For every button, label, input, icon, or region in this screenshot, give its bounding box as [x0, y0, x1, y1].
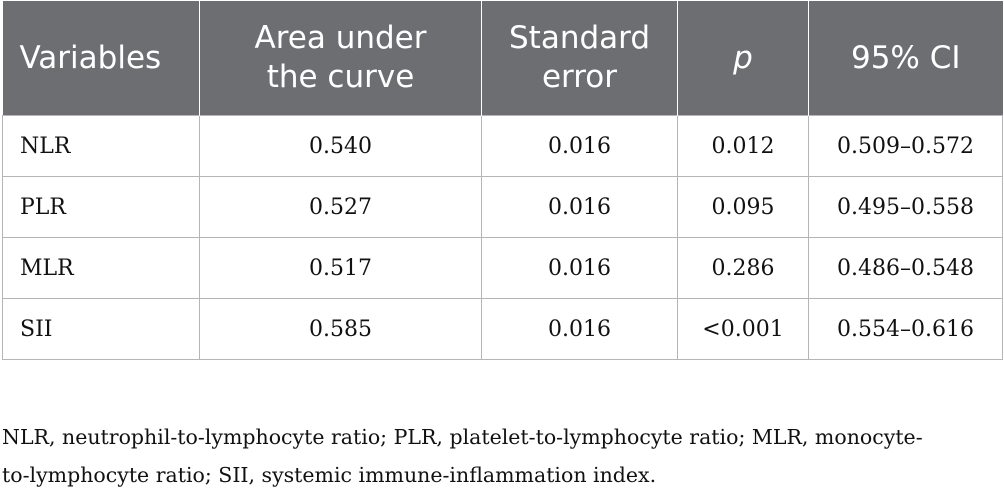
header-variables: Variables: [2, 1, 200, 116]
roc-results-table: Variables Area under the curve Standard …: [2, 1, 1003, 360]
cell-variable: MLR: [2, 237, 200, 299]
cell-auc: 0.585: [199, 298, 482, 360]
header-p: p: [677, 1, 809, 116]
header-row: Variables Area under the curve Standard …: [2, 1, 1003, 116]
footnote-line2: to-lymphocyte ratio; SII, systemic immun…: [2, 463, 657, 487]
cell-se: 0.016: [481, 176, 678, 238]
header-ci: 95% CI: [808, 1, 1003, 116]
table-header: Variables Area under the curve Standard …: [2, 1, 1003, 116]
table-row: MLR 0.517 0.016 0.286 0.486–0.548: [2, 237, 1003, 299]
header-p-text: p: [733, 39, 753, 76]
cell-auc: 0.527: [199, 176, 482, 238]
cell-p: <0.001: [677, 298, 809, 360]
cell-p: 0.012: [677, 115, 809, 177]
cell-auc: 0.517: [199, 237, 482, 299]
header-auc: Area under the curve: [199, 1, 482, 116]
cell-variable: PLR: [2, 176, 200, 238]
cell-p: 0.286: [677, 237, 809, 299]
header-auc-line2: the curve: [266, 59, 415, 95]
header-se-line2: error: [541, 59, 618, 95]
table-row: SII 0.585 0.016 <0.001 0.554–0.616: [2, 298, 1003, 360]
header-se-line1: Standard: [508, 20, 651, 56]
cell-ci: 0.554–0.616: [808, 298, 1003, 360]
header-variables-text: Variables: [19, 39, 162, 76]
cell-se: 0.016: [481, 237, 678, 299]
cell-variable: SII: [2, 298, 200, 360]
cell-ci: 0.495–0.558: [808, 176, 1003, 238]
header-standard-error: Standard error: [481, 1, 678, 116]
table-row: NLR 0.540 0.016 0.012 0.509–0.572: [2, 115, 1003, 177]
cell-p: 0.095: [677, 176, 809, 238]
cell-ci: 0.509–0.572: [808, 115, 1003, 177]
footnote-line1: NLR, neutrophil-to-lymphocyte ratio; PLR…: [2, 425, 923, 449]
cell-se: 0.016: [481, 298, 678, 360]
table-footnote: NLR, neutrophil-to-lymphocyte ratio; PLR…: [2, 418, 992, 494]
cell-variable: NLR: [2, 115, 200, 177]
cell-auc: 0.540: [199, 115, 482, 177]
header-auc-line1: Area under: [254, 20, 427, 56]
cell-se: 0.016: [481, 115, 678, 177]
table-body: NLR 0.540 0.016 0.012 0.509–0.572 PLR 0.…: [2, 115, 1003, 360]
header-ci-text: 95% CI: [850, 39, 961, 76]
results-table-container: Variables Area under the curve Standard …: [2, 1, 1003, 360]
cell-ci: 0.486–0.548: [808, 237, 1003, 299]
table-row: PLR 0.527 0.016 0.095 0.495–0.558: [2, 176, 1003, 238]
